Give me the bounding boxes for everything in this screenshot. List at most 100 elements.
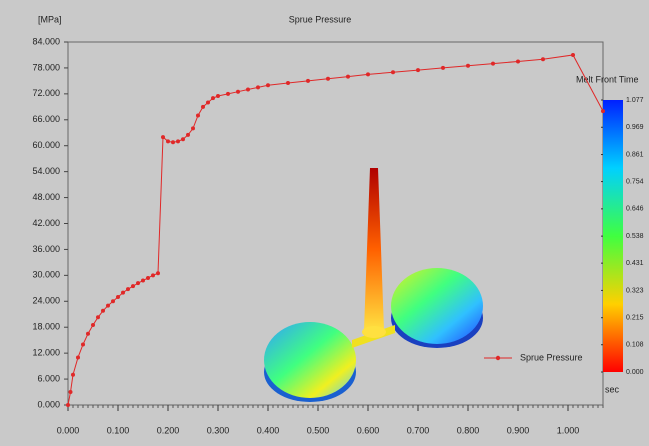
y-tick-label: 12.000 — [32, 348, 60, 358]
colorbar-tick-label: 0.215 — [626, 315, 644, 322]
y-tick-label: 30.000 — [32, 270, 60, 280]
legend-marker — [495, 355, 501, 361]
data-point — [201, 104, 205, 109]
data-point — [441, 65, 445, 70]
data-point — [96, 315, 100, 320]
x-tick-label: 1.000 — [557, 425, 580, 435]
data-point — [211, 96, 215, 101]
data-point — [571, 52, 575, 57]
data-point — [161, 135, 165, 140]
annotation: Melt Front Time — [576, 74, 639, 84]
data-point — [601, 109, 605, 114]
sprue-base — [362, 326, 386, 338]
colorbar-tick-label: 0.323 — [626, 287, 644, 294]
data-point — [216, 94, 220, 99]
colorbar-tick-label: 0.108 — [626, 342, 644, 349]
data-point — [226, 91, 230, 96]
x-tick-label: 0.000 — [57, 425, 80, 435]
data-point — [146, 275, 150, 280]
sprue — [364, 168, 384, 330]
data-point — [151, 273, 155, 278]
data-point — [491, 61, 495, 66]
data-point — [121, 290, 125, 295]
data-point — [306, 78, 310, 83]
y-tick-label: 6.000 — [37, 373, 60, 383]
x-tick-label: 0.500 — [307, 425, 330, 435]
data-point — [171, 140, 175, 145]
x-tick-label: 0.700 — [407, 425, 430, 435]
data-point — [91, 323, 95, 328]
data-point — [181, 137, 185, 142]
data-point — [366, 72, 370, 77]
data-point — [111, 299, 115, 304]
x-tick-label: 0.300 — [207, 425, 230, 435]
colorbar-tick-label: 0.969 — [626, 124, 644, 131]
x-tick-label: 0.100 — [107, 425, 130, 435]
x-tick-label: 0.900 — [507, 425, 530, 435]
x-tick-label: 0.800 — [457, 425, 480, 435]
data-point — [206, 100, 210, 105]
data-point — [156, 271, 160, 276]
data-point — [186, 132, 190, 137]
y-tick-label: 0.000 — [37, 399, 60, 409]
data-point — [266, 83, 270, 88]
data-point — [136, 281, 140, 286]
data-point — [541, 57, 545, 62]
y-tick-label: 42.000 — [32, 218, 60, 228]
data-point — [116, 294, 120, 299]
colorbar-unit: sec — [605, 384, 620, 394]
y-tick-label: 36.000 — [32, 244, 60, 254]
data-point — [196, 113, 200, 118]
data-point — [191, 126, 195, 131]
data-point — [236, 89, 240, 94]
y-tick-label: 24.000 — [32, 296, 60, 306]
x-tick-label: 0.400 — [257, 425, 280, 435]
y-tick-label: 84.000 — [32, 36, 60, 46]
data-point — [516, 59, 520, 64]
chart-title: Sprue Pressure — [289, 14, 352, 24]
colorbar-tick-label: 0.754 — [626, 178, 644, 185]
legend: Sprue Pressure — [484, 352, 583, 362]
data-point — [71, 372, 75, 377]
data-point — [66, 403, 70, 407]
y-unit-label: [MPa] — [38, 14, 62, 24]
data-point — [141, 278, 145, 283]
y-tick-label: 54.000 — [32, 166, 60, 176]
data-point — [416, 68, 420, 73]
y-tick-label: 60.000 — [32, 140, 60, 150]
y-tick-label: 66.000 — [32, 114, 60, 124]
colorbar-tick-label: 0.646 — [626, 206, 644, 213]
data-point — [256, 85, 260, 90]
data-point — [81, 342, 85, 347]
data-point — [391, 70, 395, 75]
data-point — [76, 355, 80, 360]
y-tick-label: 18.000 — [32, 322, 60, 332]
disk-left — [264, 322, 356, 398]
data-point — [326, 76, 330, 81]
colorbar-tick-label: 0.000 — [626, 369, 644, 376]
data-point — [166, 139, 170, 144]
data-point — [68, 390, 73, 395]
data-point — [246, 87, 250, 92]
data-point — [466, 63, 470, 68]
colorbar-tick-label: 0.431 — [626, 260, 644, 267]
data-point — [131, 284, 135, 289]
legend-label: Sprue Pressure — [520, 352, 583, 362]
colorbar-tick-label: 0.861 — [626, 151, 644, 158]
disk-right — [391, 268, 483, 344]
y-tick-label: 78.000 — [32, 62, 60, 72]
x-tick-label: 0.600 — [357, 425, 380, 435]
y-tick-label: 48.000 — [32, 192, 60, 202]
data-point — [346, 74, 350, 79]
colorbar — [603, 100, 623, 372]
part-render — [264, 168, 483, 402]
data-point — [101, 308, 105, 313]
data-point — [106, 303, 110, 308]
data-point — [176, 139, 180, 144]
data-point — [126, 287, 130, 292]
y-tick-label: 72.000 — [32, 88, 60, 98]
colorbar-tick-label: 0.538 — [626, 233, 644, 240]
data-point — [86, 331, 90, 336]
